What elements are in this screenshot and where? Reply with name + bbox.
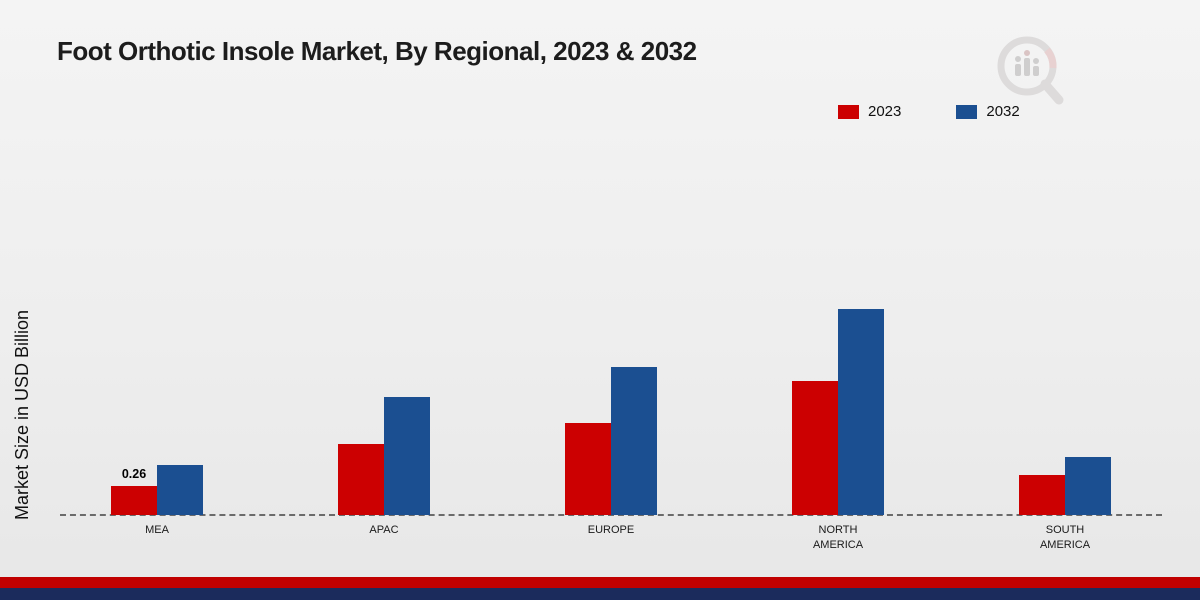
x-axis-label-apac: APAC xyxy=(369,524,399,536)
x-axis-label-south-america: SOUTH AMERICA xyxy=(1039,524,1091,552)
footer-red-strip xyxy=(0,577,1200,588)
x-axis-label-europe: EUROPE xyxy=(587,524,635,536)
bar-2023-south-america xyxy=(1019,475,1065,515)
legend-label-2032: 2032 xyxy=(986,103,1020,120)
bar-group-mea: 0.26 xyxy=(111,465,203,515)
x-axis-labels: MEA APAC EUROPE NORTH AMERICA SOUTH AMERICA xyxy=(0,523,1200,573)
x-axis-baseline xyxy=(60,514,1162,516)
bar-2023-europe xyxy=(565,423,611,515)
x-axis-label-north-america: NORTH AMERICA xyxy=(812,524,864,552)
chart-title: Foot Orthotic Insole Market, By Regional… xyxy=(57,36,697,66)
legend-item-2023: 2023 xyxy=(838,103,901,120)
bar-group-europe xyxy=(565,367,657,515)
bar-2032-apac xyxy=(384,397,430,515)
legend: 2023 2032 xyxy=(838,103,1020,120)
bar-group-north-america xyxy=(792,309,884,515)
watermark-logo xyxy=(997,36,1064,105)
bar-2032-mea xyxy=(157,465,203,515)
bar-group-south-america xyxy=(1019,457,1111,515)
bar-group-apac xyxy=(338,397,430,515)
legend-swatch-2023 xyxy=(838,104,859,119)
bar-2032-europe xyxy=(611,367,657,515)
legend-item-2032: 2032 xyxy=(956,103,1020,120)
x-axis-label-mea: MEA xyxy=(145,524,169,536)
bar-2023-apac xyxy=(338,444,384,515)
bar-2023-mea: 0.26 xyxy=(111,467,157,515)
bar-2032-north-america xyxy=(838,309,884,515)
bar-2023-north-america xyxy=(792,381,838,515)
legend-swatch-2032 xyxy=(956,104,978,119)
bar-value-label: 0.26 xyxy=(121,467,147,481)
footer-navy-strip xyxy=(0,588,1200,600)
plot-area: 0.26 xyxy=(111,309,1111,515)
legend-label-2023: 2023 xyxy=(868,103,902,120)
bar-2032-south-america xyxy=(1065,457,1111,515)
